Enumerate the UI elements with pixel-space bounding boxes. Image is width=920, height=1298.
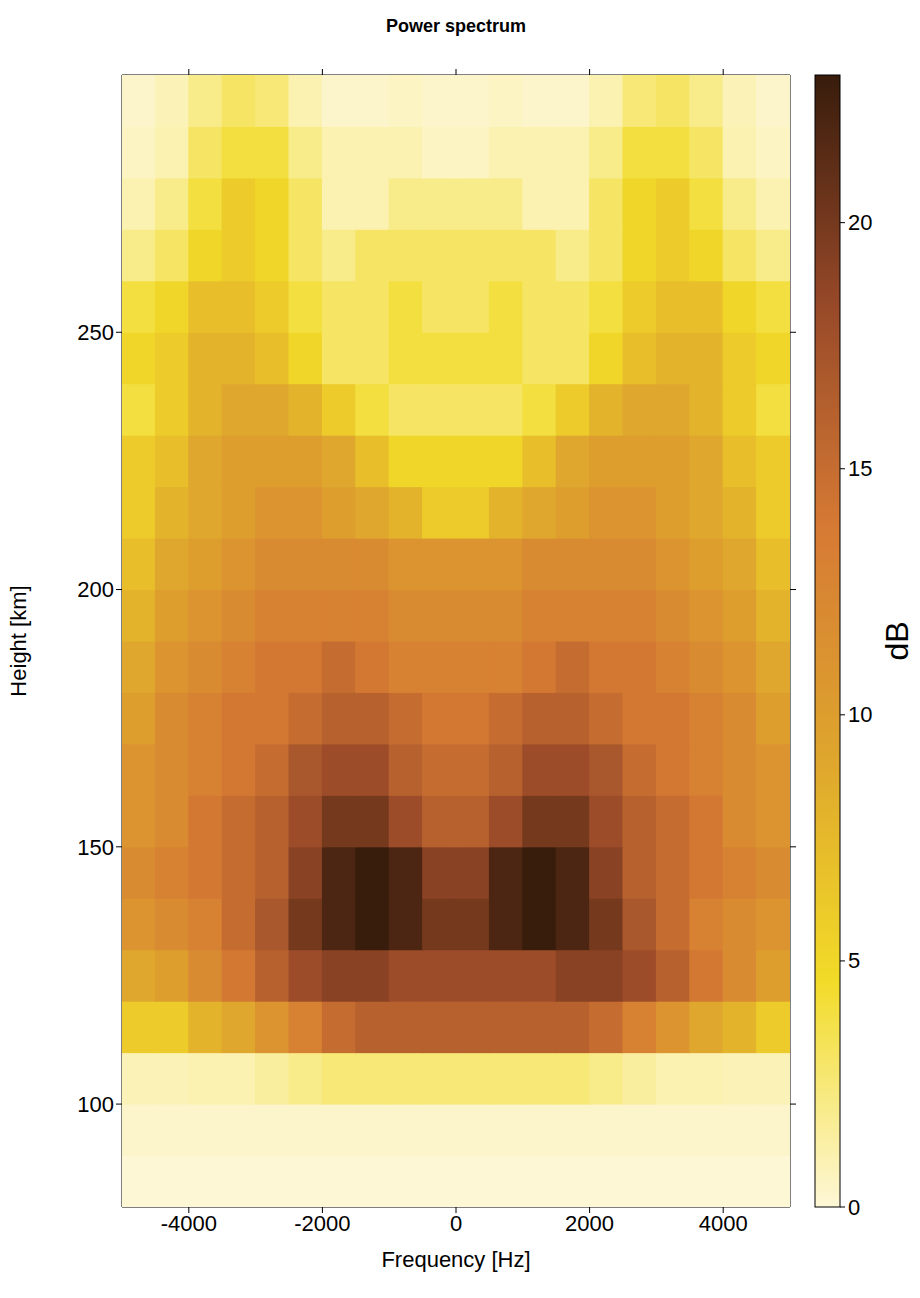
svg-text:250: 250 [77, 320, 114, 345]
svg-text:2000: 2000 [565, 1211, 614, 1236]
svg-text:dB: dB [879, 621, 915, 660]
svg-text:Height [km]: Height [km] [6, 585, 31, 696]
svg-text:5: 5 [848, 948, 860, 973]
svg-text:20: 20 [848, 210, 872, 235]
svg-text:0: 0 [848, 1195, 860, 1220]
svg-text:0: 0 [450, 1211, 462, 1236]
svg-text:4000: 4000 [699, 1211, 748, 1236]
svg-text:10: 10 [848, 702, 872, 727]
svg-text:Frequency [Hz]: Frequency [Hz] [381, 1247, 530, 1272]
svg-text:100: 100 [77, 1092, 114, 1117]
svg-text:150: 150 [77, 835, 114, 860]
svg-text:-2000: -2000 [294, 1211, 350, 1236]
html-text:Power spectrum: Power spectrum [386, 16, 526, 36]
svg-text:200: 200 [77, 577, 114, 602]
svg-text:15: 15 [848, 456, 872, 481]
svg-text:-4000: -4000 [161, 1211, 217, 1236]
